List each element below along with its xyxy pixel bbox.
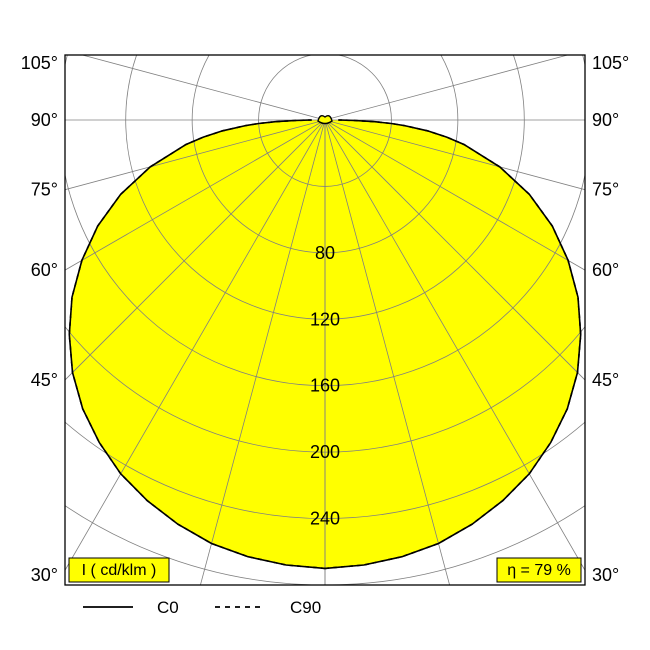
legend-c0-label: C0: [157, 598, 179, 617]
ring-label: 160: [310, 376, 340, 396]
angle-tick-label: 90°: [592, 110, 619, 130]
ring-label: 80: [315, 243, 335, 263]
ring-label: 200: [310, 442, 340, 462]
angle-tick-label: 45°: [592, 370, 619, 390]
ring-label: 120: [310, 309, 340, 329]
angle-tick-label: 75°: [31, 180, 58, 200]
angle-tick-label: 30°: [31, 565, 58, 585]
ring-label: 240: [310, 509, 340, 529]
angle-tick-label: 45°: [31, 370, 58, 390]
angle-tick-label: 60°: [31, 260, 58, 280]
angle-tick-label: 105°: [592, 53, 629, 73]
angle-tick-label: 90°: [31, 110, 58, 130]
angle-tick-label: 60°: [592, 260, 619, 280]
eta-label: η = 79 %: [507, 562, 571, 579]
polar-chart: 30° 30° 45° 45° 60° 60° 75° 75° 90° 90° 105° 105° 80…: [0, 0, 650, 650]
units-label: I ( cd/klm ): [82, 562, 157, 579]
angle-tick-label: 105°: [21, 53, 58, 73]
angle-tick-label: 75°: [592, 180, 619, 200]
chart-svg: 30° 30° 45° 45° 60° 60° 75° 75° 90° 90° 105° 105° 80…: [0, 0, 650, 650]
legend-c90-label: C90: [290, 598, 321, 617]
angle-tick-label: 30°: [592, 565, 619, 585]
